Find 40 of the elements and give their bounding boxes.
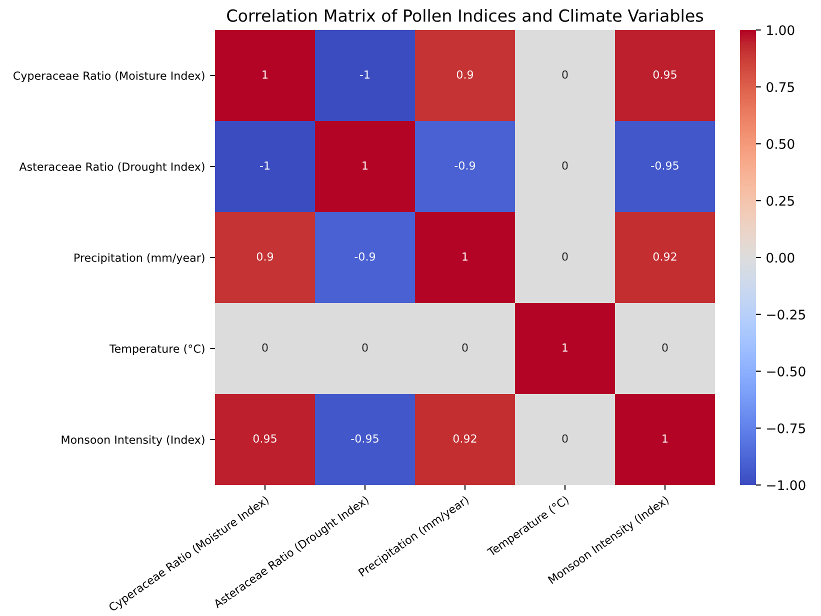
color-bar-label: 0.50	[766, 138, 794, 149]
data-label: 0	[562, 252, 568, 261]
data-label: 0	[562, 434, 568, 443]
data-label: 0.95	[253, 434, 276, 443]
data-label: 0	[562, 70, 568, 79]
y-tick-label: Cyperaceae Ratio (Moisture Index)	[14, 71, 204, 82]
data-label: -1	[260, 161, 270, 170]
data-label: 1	[662, 434, 668, 443]
color-bar-label: −0.75	[767, 423, 806, 434]
data-label: 0.92	[453, 434, 476, 443]
data-label: -0.9	[454, 161, 476, 170]
color-bar-label: 1.00	[767, 25, 794, 36]
data-label: 0.95	[653, 70, 676, 79]
data-label: 1	[562, 343, 568, 352]
data-label: 0	[262, 343, 268, 352]
color-bar-label: −1.00	[767, 480, 806, 490]
color-bar-label: −0.25	[767, 310, 806, 320]
color-bar-label: −0.50	[767, 366, 806, 376]
data-label: 0	[462, 343, 468, 352]
data-label: 0	[562, 161, 568, 170]
data-label: -0.95	[651, 161, 678, 170]
y-tick-label: Temperature (°C)	[109, 344, 204, 356]
data-label: 1	[362, 161, 368, 170]
data-label: 0.92	[653, 252, 676, 261]
y-tick-label: Asteraceae Ratio (Drought Index)	[19, 162, 204, 174]
data-label: -0.95	[351, 434, 378, 443]
y-tick-label: Precipitation (mm/year)	[74, 253, 204, 264]
data-label: -0.9	[354, 252, 376, 261]
chart-title: Correlation Matrix of Pollen Indices and Climate Variables	[227, 9, 704, 22]
data-label: 0	[362, 343, 368, 352]
data-label: 0.9	[256, 252, 274, 261]
data-label: 0	[662, 343, 668, 352]
color-bar-label: 0.25	[766, 196, 794, 206]
y-tick-label: Monsoon Intensity (Index)	[62, 435, 204, 446]
data-label: -1	[360, 70, 370, 79]
data-label: 1	[462, 252, 468, 261]
color-bar-label: 0.00	[766, 252, 794, 263]
data-label: 0.9	[456, 70, 474, 79]
data-label: 1	[262, 70, 268, 79]
color-bar-label: 0.75	[766, 82, 794, 92]
